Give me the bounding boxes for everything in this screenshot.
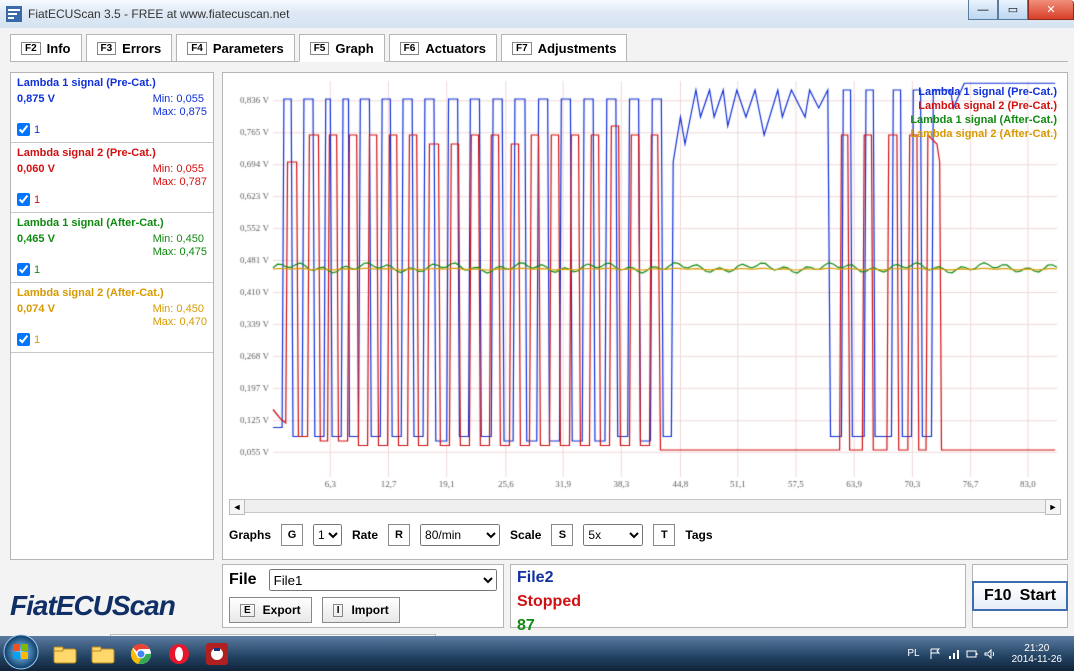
legend-item: Lambda signal 2 (After-Cat.) (910, 127, 1057, 141)
tab-info[interactable]: F2Info (10, 34, 82, 62)
network-icon (948, 648, 960, 660)
plot-canvas (229, 79, 1061, 497)
tags-key-button[interactable]: T (653, 524, 675, 546)
graphs-select[interactable]: 1 (313, 524, 342, 546)
taskbar: PL 21:202014-11-26 (0, 636, 1074, 671)
rate-select[interactable]: 80/min (420, 524, 500, 546)
signal-minmax: Min: 0,055Max: 0,875 (153, 93, 207, 119)
taskbar-app-icon[interactable] (204, 641, 230, 667)
rate-label: Rate (352, 528, 378, 542)
plot-legend: Lambda 1 signal (Pre-Cat.)Lambda signal … (910, 85, 1057, 141)
flag-icon (930, 648, 942, 660)
app-icon (6, 6, 22, 22)
export-button[interactable]: E Export (229, 597, 312, 623)
signal-name: Lambda 1 signal (After-Cat.) (17, 217, 207, 229)
tab-errors[interactable]: F3Errors (86, 34, 173, 62)
graphs-key-button[interactable]: G (281, 524, 303, 546)
start-button[interactable]: F10 Start (972, 581, 1068, 611)
window-minimize-button[interactable]: — (968, 0, 998, 20)
file-label: File (229, 571, 257, 589)
window-titlebar: FiatECUScan 3.5 - FREE at www.fiatecusca… (0, 0, 1074, 28)
tab-underline (10, 61, 1068, 62)
legend-item: Lambda 1 signal (After-Cat.) (910, 113, 1057, 127)
signal-checkbox[interactable]: 1 (17, 193, 207, 206)
volume-icon (984, 648, 996, 660)
taskbar-explorer2-icon[interactable] (90, 641, 116, 667)
signal-minmax: Min: 0,450Max: 0,475 (153, 233, 207, 259)
start-column: F10 Start (972, 564, 1068, 628)
taskbar-chrome-icon[interactable] (128, 641, 154, 667)
file2-label: File2 (517, 569, 959, 587)
signal-minmax: Min: 0,450Max: 0,470 (153, 303, 207, 329)
window-title: FiatECUScan 3.5 - FREE at www.fiatecusca… (28, 7, 289, 21)
tab-graph[interactable]: F5Graph (299, 34, 385, 62)
tab-parameters[interactable]: F4Parameters (176, 34, 295, 62)
signal-value: 0,074 V (17, 303, 55, 329)
signal-value: 0,465 V (17, 233, 55, 259)
tab-actuators[interactable]: F6Actuators (389, 34, 497, 62)
signal-checkbox[interactable]: 1 (17, 123, 207, 136)
file-column-left: File File1 E Export I Import (222, 564, 504, 628)
tab-adjustments[interactable]: F7Adjustments (501, 34, 627, 62)
window-close-button[interactable]: ✕ (1028, 0, 1074, 20)
graph-toolbar: Graphs G 1 Rate R 80/min Scale S 5x T Ta… (229, 519, 1061, 551)
signal-name: Lambda 1 signal (Pre-Cat.) (17, 77, 207, 89)
signal-item: Lambda 1 signal (Pre-Cat.) 0,875 V Min: 0,… (11, 73, 213, 143)
signal-name: Lambda signal 2 (After-Cat.) (17, 287, 207, 299)
plot-area: Lambda 1 signal (Pre-Cat.)Lambda signal … (229, 79, 1061, 497)
signal-checkbox[interactable]: 1 (17, 263, 207, 276)
file-select[interactable]: File1 (269, 569, 497, 591)
signal-panel: Lambda 1 signal (Pre-Cat.) 0,875 V Min: 0,… (10, 72, 214, 560)
signal-minmax: Min: 0,055Max: 0,787 (153, 163, 207, 189)
rate-key-button[interactable]: R (388, 524, 410, 546)
file2-count: 87 (517, 617, 959, 635)
tray-clock[interactable]: 21:202014-11-26 (1006, 643, 1068, 665)
scale-key-button[interactable]: S (551, 524, 573, 546)
graph-panel: Lambda 1 signal (Pre-Cat.)Lambda signal … (222, 72, 1068, 560)
tray-lang[interactable]: PL (907, 648, 919, 659)
signal-item: Lambda signal 2 (Pre-Cat.) 0,060 V Min: 0,… (11, 143, 213, 213)
legend-item: Lambda 1 signal (Pre-Cat.) (910, 85, 1057, 99)
system-tray: PL 21:202014-11-26 (907, 636, 1068, 671)
brand-logo: FiatECUScan (10, 592, 175, 620)
app-body: F2InfoF3ErrorsF4ParametersF5GraphF6Actua… (0, 28, 1074, 636)
battery-icon (966, 648, 978, 660)
plot-hscrollbar[interactable] (229, 499, 1061, 513)
signal-checkbox[interactable]: 1 (17, 333, 207, 346)
start-button-icon[interactable] (2, 633, 40, 671)
legend-item: Lambda signal 2 (Pre-Cat.) (910, 99, 1057, 113)
signal-name: Lambda signal 2 (Pre-Cat.) (17, 147, 207, 159)
scale-label: Scale (510, 528, 541, 542)
tray-icons[interactable] (930, 648, 996, 660)
file2-status: Stopped (517, 593, 959, 611)
tab-bar: F2InfoF3ErrorsF4ParametersF5GraphF6Actua… (10, 34, 627, 62)
window-maximize-button[interactable]: ▭ (998, 0, 1028, 20)
file-row: File File1 E Export I Import File2 Stopp… (222, 564, 1068, 628)
signal-value: 0,875 V (17, 93, 55, 119)
file-column-mid: File2 Stopped 87 (510, 564, 966, 628)
import-button[interactable]: I Import (322, 597, 400, 623)
signal-item: Lambda 1 signal (After-Cat.) 0,465 V Min: … (11, 213, 213, 283)
signal-value: 0,060 V (17, 163, 55, 189)
scale-select[interactable]: 5x (583, 524, 643, 546)
graphs-label: Graphs (229, 528, 271, 542)
signal-item: Lambda signal 2 (After-Cat.) 0,074 V Min: … (11, 283, 213, 353)
taskbar-opera-icon[interactable] (166, 641, 192, 667)
taskbar-explorer-icon[interactable] (52, 641, 78, 667)
tags-label: Tags (685, 528, 712, 542)
